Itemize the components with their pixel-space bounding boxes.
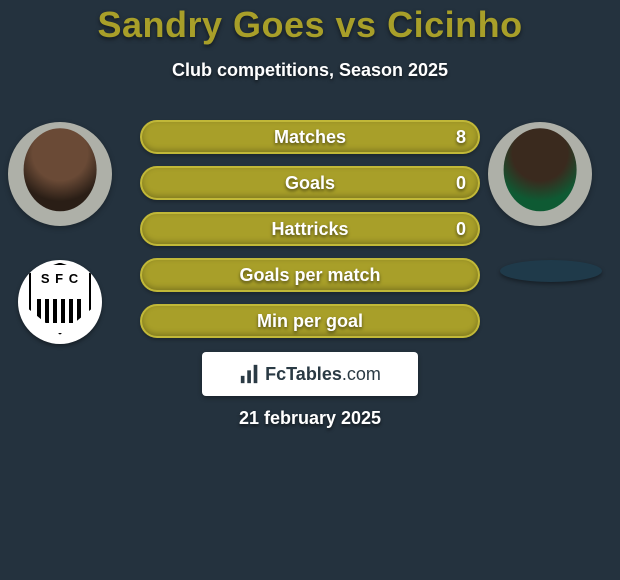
stat-label: Goals [142, 168, 478, 198]
player-left-face [24, 128, 97, 211]
stat-bar-min-per-goal: Min per goal [140, 304, 480, 338]
branding-strong: FcTables [265, 364, 342, 384]
player-left-avatar [8, 122, 112, 226]
santos-shield-icon: S F C [29, 263, 91, 335]
stat-label: Hattricks [142, 214, 478, 244]
stat-label: Goals per match [142, 260, 478, 290]
branding-suffix: .com [342, 364, 381, 384]
stat-label: Matches [142, 122, 478, 152]
player-right-avatar [488, 122, 592, 226]
page-subtitle: Club competitions, Season 2025 [0, 60, 620, 81]
stat-bar-goals-per-match: Goals per match [140, 258, 480, 292]
stat-bar-hattricks: Hattricks 0 [140, 212, 480, 246]
santos-sfc-text: S F C [31, 271, 89, 286]
bar-chart-icon [239, 363, 261, 385]
stat-right-value: 8 [456, 122, 466, 152]
stat-bar-goals: Goals 0 [140, 166, 480, 200]
stat-bars: Matches 8 Goals 0 Hattricks 0 Goals per … [140, 120, 480, 350]
stat-right-value: 0 [456, 168, 466, 198]
branding-box: FcTables.com [202, 352, 418, 396]
comparison-card: Sandry Goes vs Cicinho Club competitions… [0, 0, 620, 580]
stat-label: Min per goal [142, 306, 478, 336]
player-right-face [504, 128, 577, 211]
page-title: Sandry Goes vs Cicinho [0, 4, 620, 46]
branding-text: FcTables.com [265, 364, 381, 385]
stat-bar-matches: Matches 8 [140, 120, 480, 154]
player-left-club-badge: S F C [18, 260, 102, 344]
player-right-club-badge [500, 260, 602, 282]
date-line: 21 february 2025 [0, 408, 620, 429]
stat-right-value: 0 [456, 214, 466, 244]
